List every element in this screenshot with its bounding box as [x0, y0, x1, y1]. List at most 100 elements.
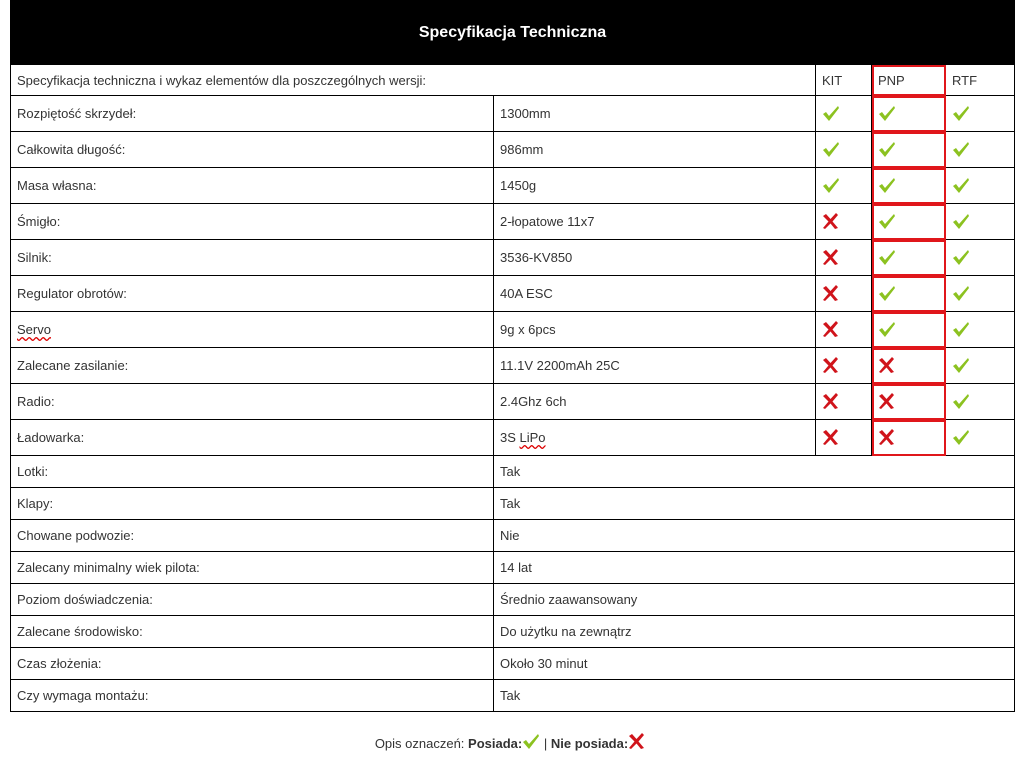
- spec-label: Czas złożenia:: [10, 647, 494, 680]
- check-icon: [878, 321, 939, 338]
- spec-label: Radio:: [10, 383, 494, 420]
- mark-kit: [815, 311, 872, 348]
- spec-value: Tak: [492, 679, 1016, 712]
- cross-icon: [878, 429, 939, 446]
- spec-label: Zalecane środowisko:: [10, 615, 494, 648]
- table-row: Radio: 2.4Ghz 6ch: [10, 383, 1016, 420]
- table-row: Lotki: Tak: [10, 455, 1016, 488]
- spec-label: Rozpiętość skrzydeł:: [10, 95, 494, 132]
- check-icon: [822, 105, 865, 122]
- spec-value: 1450g: [493, 167, 816, 204]
- spec-label: Śmigło:: [10, 203, 494, 240]
- cross-icon: [822, 285, 865, 302]
- legend-has: Posiada:: [468, 736, 523, 751]
- spec-label-text: Śmigło:: [17, 214, 61, 229]
- table-row: Ładowarka: 3S LiPo: [10, 419, 1016, 456]
- cross-icon: [822, 249, 865, 266]
- version-rtf: RTF: [944, 64, 1016, 96]
- spec-value: 14 lat: [492, 551, 1016, 584]
- table-row: Zalecany minimalny wiek pilota: 14 lat: [10, 551, 1016, 584]
- mark-pnp: [871, 275, 946, 312]
- cross-icon: [822, 321, 865, 338]
- spec-label-text: Servo: [17, 322, 51, 337]
- spec-value: 9g x 6pcs: [493, 311, 816, 348]
- check-icon: [878, 249, 939, 266]
- legend-separator: |: [543, 736, 548, 751]
- check-icon: [878, 213, 939, 230]
- mark-pnp: [871, 95, 946, 132]
- spec-value: Tak: [492, 487, 1016, 520]
- spec-label-text: Silnik:: [17, 250, 52, 265]
- table-row: Silnik: 3536-KV850: [10, 239, 1016, 276]
- check-icon: [952, 105, 1008, 122]
- table-row: Czas złożenia: Około 30 minut: [10, 647, 1016, 680]
- spec-value: Nie: [492, 519, 1016, 552]
- check-icon: [878, 285, 939, 302]
- spec-label-text: Regulator obrotów:: [17, 286, 127, 301]
- spec-value: 986mm: [493, 131, 816, 168]
- spec-label: Zalecany minimalny wiek pilota:: [10, 551, 494, 584]
- mark-rtf: [944, 95, 1016, 132]
- spec-value: Tak: [492, 455, 1016, 488]
- table-row: Rozpiętość skrzydeł: 1300mm: [10, 95, 1016, 132]
- check-icon: [878, 105, 939, 122]
- spec-label-text: Zalecane zasilanie:: [17, 358, 129, 373]
- mark-kit: [815, 275, 872, 312]
- spec-label: Silnik:: [10, 239, 494, 276]
- mark-rtf: [944, 383, 1016, 420]
- table-row: Poziom doświadczenia: Średnio zaawansowan…: [10, 583, 1016, 616]
- check-icon: [878, 141, 939, 158]
- check-icon: [952, 321, 1008, 338]
- mark-pnp: [871, 131, 946, 168]
- legend-prefix: Opis oznaczeń:: [374, 736, 465, 751]
- spec-label: Lotki:: [10, 455, 494, 488]
- spec-value: 1300mm: [493, 95, 816, 132]
- table-row: Klapy: Tak: [10, 487, 1016, 520]
- mark-rtf: [944, 203, 1016, 240]
- version-pnp: PNP: [871, 64, 946, 96]
- spec-label: Całkowita długość:: [10, 131, 494, 168]
- mark-kit: [815, 383, 872, 420]
- spec-table: Specyfikacja Techniczna Specyfikacja tec…: [9, 0, 1016, 712]
- check-icon: [952, 429, 1008, 446]
- check-icon: [952, 177, 1008, 194]
- mark-pnp: [871, 239, 946, 276]
- table-row: Zalecane środowisko: Do użytku na zewnątr…: [10, 615, 1016, 648]
- cross-icon: [878, 357, 939, 374]
- mark-kit: [815, 131, 872, 168]
- spec-label: Zalecane zasilanie:: [10, 347, 494, 384]
- spec-label-text: Masa własna:: [17, 178, 97, 193]
- mark-kit: [815, 167, 872, 204]
- mark-kit: [815, 95, 872, 132]
- check-icon: [952, 357, 1008, 374]
- mark-pnp: [871, 167, 946, 204]
- cross-icon: [822, 393, 865, 410]
- table-row: Całkowita długość: 986mm: [10, 131, 1016, 168]
- version-kit: KIT: [815, 64, 872, 96]
- legend: Opis oznaczeń: Posiada: | Nie posiada:: [0, 733, 1020, 751]
- spec-label-text: Radio:: [17, 394, 55, 409]
- mark-pnp: [871, 203, 946, 240]
- spec-value: 3536-KV850: [493, 239, 816, 276]
- check-icon: [952, 285, 1008, 302]
- cross-icon: [628, 733, 645, 751]
- spec-value: 3S LiPo: [493, 419, 816, 456]
- spec-value: Około 30 minut: [492, 647, 1016, 680]
- spec-label: Servo: [10, 311, 494, 348]
- value-part: LiPo: [519, 430, 546, 445]
- cross-icon: [822, 357, 865, 374]
- table-row: Masa własna: 1450g: [10, 167, 1016, 204]
- check-icon: [822, 177, 865, 194]
- cross-icon: [822, 429, 865, 446]
- cross-icon: [822, 213, 865, 230]
- mark-rtf: [944, 347, 1016, 384]
- mark-rtf: [944, 131, 1016, 168]
- check-icon: [952, 213, 1008, 230]
- mark-rtf: [944, 311, 1016, 348]
- spec-label: Czy wymaga montażu:: [10, 679, 494, 712]
- spec-label: Ładowarka:: [10, 419, 494, 456]
- mark-pnp: [871, 383, 946, 420]
- legend-has-not: Nie posiada:: [550, 736, 629, 751]
- intro-text: Specyfikacja techniczna i wykaz elementó…: [10, 64, 816, 96]
- mark-rtf: [944, 275, 1016, 312]
